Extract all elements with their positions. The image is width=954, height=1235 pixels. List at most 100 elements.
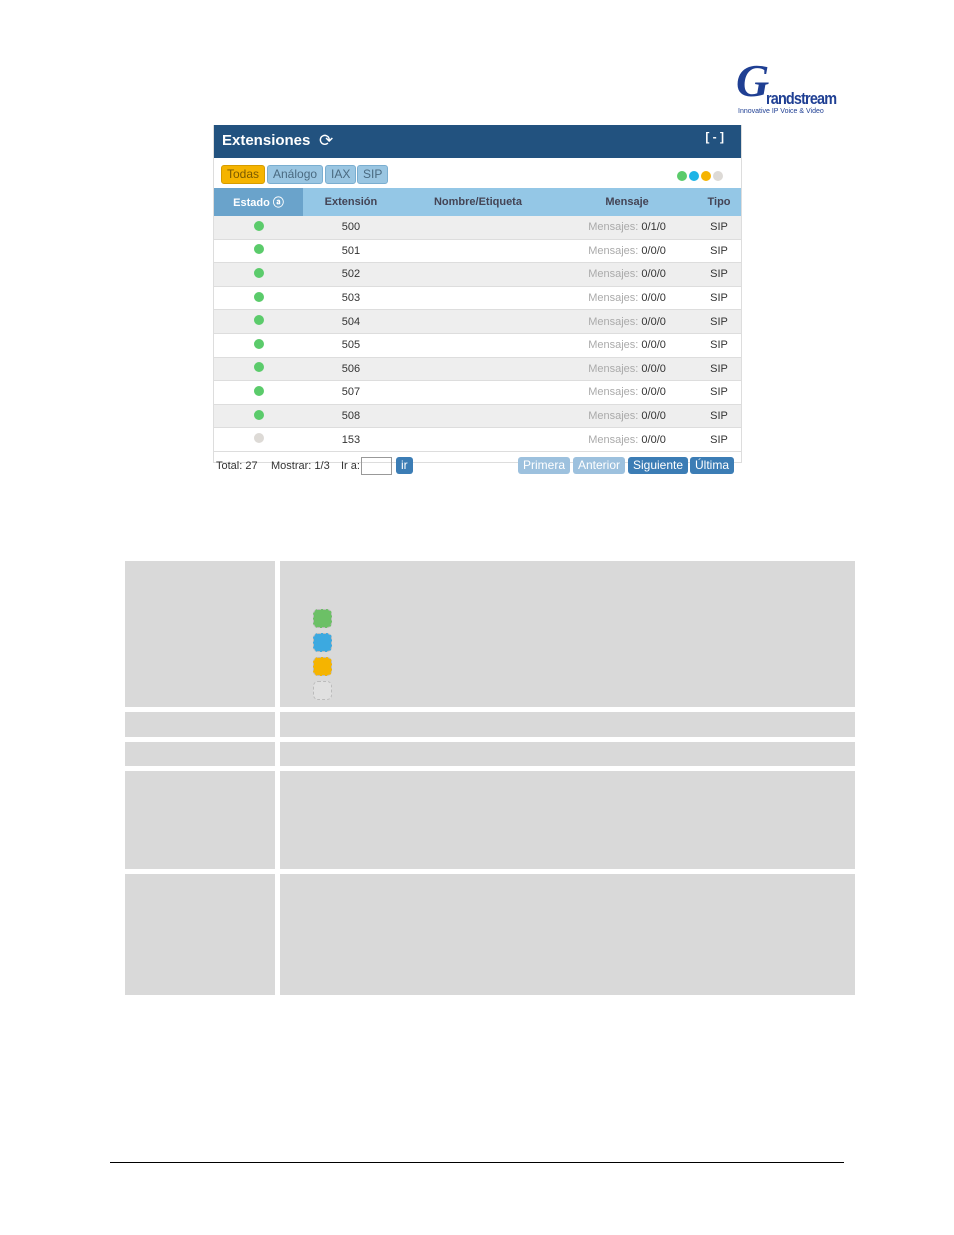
message-cell: Mensajes: 0/0/0 bbox=[557, 239, 698, 264]
status-cell bbox=[214, 286, 303, 311]
status-legend-icon bbox=[313, 633, 332, 652]
status-dot-icon bbox=[253, 244, 264, 255]
status-cell bbox=[214, 427, 303, 452]
filter-todas[interactable]: Todas bbox=[221, 165, 266, 184]
status-cell bbox=[214, 404, 303, 429]
status-dot-icon bbox=[253, 362, 264, 373]
table-row[interactable]: 507 Mensajes: 0/0/0 SIP bbox=[214, 380, 741, 405]
last-page-button[interactable]: Última bbox=[690, 456, 735, 474]
extension-cell[interactable]: 502 bbox=[303, 262, 399, 287]
table-row[interactable]: 500 Mensajes: 0/1/0 SIP bbox=[214, 216, 741, 240]
table-row[interactable]: 502 Mensajes: 0/0/0 SIP bbox=[214, 262, 741, 287]
type-cell: SIP bbox=[697, 286, 741, 311]
col-estado[interactable]: Estado ⓐ bbox=[214, 188, 303, 216]
next-page-button[interactable]: Siguiente bbox=[628, 456, 689, 474]
status-dot-icon bbox=[253, 433, 264, 444]
status-cell bbox=[214, 216, 303, 240]
sort-up-icon[interactable]: ⓐ bbox=[272, 197, 284, 209]
type-cell: SIP bbox=[697, 333, 741, 358]
extensions-table: Estado ⓐ Extensión Nombre/Etiqueta Mensa… bbox=[214, 188, 741, 452]
refresh-icon[interactable]: ⟳ bbox=[319, 131, 334, 150]
name-cell bbox=[398, 309, 558, 334]
message-cell: Mensajes: 0/1/0 bbox=[557, 216, 698, 240]
message-cell: Mensajes: 0/0/0 bbox=[557, 357, 698, 382]
extension-cell[interactable]: 501 bbox=[303, 239, 399, 264]
status-cell bbox=[214, 333, 303, 358]
status-dot-icon bbox=[253, 291, 264, 302]
filter-sip[interactable]: SIP bbox=[357, 165, 389, 184]
table-row[interactable]: 501 Mensajes: 0/0/0 SIP bbox=[214, 239, 741, 264]
description-table bbox=[125, 561, 855, 1000]
name-cell bbox=[398, 333, 558, 358]
status-cell bbox=[214, 380, 303, 405]
col-tipo[interactable]: Tipo bbox=[697, 188, 741, 216]
table-row[interactable]: 505 Mensajes: 0/0/0 SIP bbox=[214, 333, 741, 358]
extension-cell[interactable]: 507 bbox=[303, 380, 399, 405]
status-cell bbox=[214, 239, 303, 264]
status-dot-icon bbox=[253, 220, 264, 231]
message-cell: Mensajes: 0/0/0 bbox=[557, 286, 698, 311]
status-legend-icon bbox=[313, 681, 332, 700]
filter-analogo[interactable]: Análogo bbox=[267, 165, 324, 184]
extension-cell[interactable]: 153 bbox=[303, 427, 399, 452]
filter-iax[interactable]: IAX bbox=[325, 165, 357, 184]
goto-page-input[interactable] bbox=[361, 456, 392, 475]
name-cell bbox=[398, 357, 558, 382]
message-cell: Mensajes: 0/0/0 bbox=[557, 262, 698, 287]
type-cell: SIP bbox=[697, 239, 741, 264]
status-dot-icon bbox=[253, 385, 264, 396]
status-cell bbox=[214, 262, 303, 287]
extension-cell[interactable]: 506 bbox=[303, 357, 399, 382]
col-nombre[interactable]: Nombre/Etiqueta bbox=[398, 188, 558, 216]
extension-cell[interactable]: 503 bbox=[303, 286, 399, 311]
total-count: Total: 27 bbox=[216, 459, 258, 472]
name-cell bbox=[398, 239, 558, 264]
message-cell: Mensajes: 0/0/0 bbox=[557, 309, 698, 334]
table-row[interactable]: 153 Mensajes: 0/0/0 SIP bbox=[214, 427, 741, 452]
name-cell bbox=[398, 286, 558, 311]
table-row[interactable]: 506 Mensajes: 0/0/0 SIP bbox=[214, 357, 741, 382]
status-legend-icon bbox=[313, 609, 332, 628]
type-cell: SIP bbox=[697, 427, 741, 452]
status-legend-icon bbox=[313, 657, 332, 676]
status-dot-icon bbox=[253, 409, 264, 420]
status-dot-icon bbox=[253, 267, 264, 278]
goto-label: Ir a: bbox=[341, 459, 360, 472]
page-indicator: Mostrar: 1/3 bbox=[271, 459, 330, 472]
table-row[interactable]: 504 Mensajes: 0/0/0 SIP bbox=[214, 309, 741, 334]
name-cell bbox=[398, 262, 558, 287]
status-dot-icon bbox=[253, 315, 264, 326]
message-cell: Mensajes: 0/0/0 bbox=[557, 380, 698, 405]
collapse-button[interactable]: [ - ] bbox=[705, 130, 724, 144]
status-dot-icon bbox=[253, 338, 264, 349]
col-mensaje[interactable]: Mensaje bbox=[557, 188, 698, 216]
panel-header: Extensiones ⟳ [ - ] bbox=[214, 125, 741, 158]
type-cell: SIP bbox=[697, 216, 741, 240]
status-cell bbox=[214, 357, 303, 382]
status-cell bbox=[214, 309, 303, 334]
extension-cell[interactable]: 508 bbox=[303, 404, 399, 429]
filter-bar: Todas Análogo IAX SIP bbox=[214, 158, 741, 188]
name-cell bbox=[398, 404, 558, 429]
name-cell bbox=[398, 380, 558, 405]
status-dot-icon bbox=[677, 171, 687, 181]
prev-page-button[interactable]: Anterior bbox=[573, 456, 626, 474]
name-cell bbox=[398, 427, 558, 452]
table-row[interactable]: 508 Mensajes: 0/0/0 SIP bbox=[214, 404, 741, 429]
first-page-button[interactable]: Primera bbox=[518, 456, 571, 474]
status-dot-icon bbox=[701, 171, 711, 181]
message-cell: Mensajes: 0/0/0 bbox=[557, 404, 698, 429]
go-button[interactable]: ir bbox=[396, 456, 413, 474]
type-cell: SIP bbox=[697, 262, 741, 287]
table-row[interactable]: 503 Mensajes: 0/0/0 SIP bbox=[214, 286, 741, 311]
type-cell: SIP bbox=[697, 357, 741, 382]
type-cell: SIP bbox=[697, 380, 741, 405]
extension-cell[interactable]: 504 bbox=[303, 309, 399, 334]
message-cell: Mensajes: 0/0/0 bbox=[557, 333, 698, 358]
col-extension[interactable]: Extensión bbox=[303, 188, 399, 216]
extension-cell[interactable]: 505 bbox=[303, 333, 399, 358]
status-dot-icon bbox=[689, 171, 699, 181]
extension-cell[interactable]: 500 bbox=[303, 216, 399, 240]
